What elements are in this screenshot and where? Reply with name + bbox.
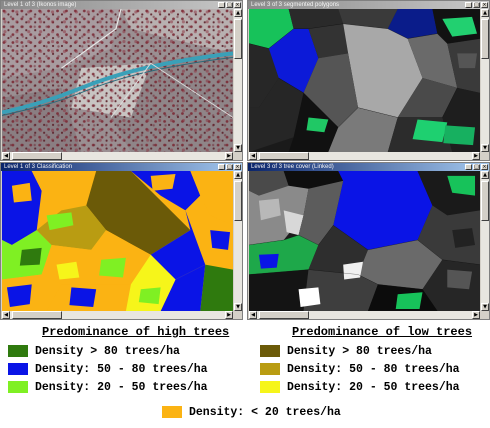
legend-swatch [162,406,182,418]
scroll-up-arrow[interactable]: ▲ [481,9,489,17]
segmentation-map-view[interactable] [249,9,480,152]
legend-label: Density > 80 trees/ha [287,344,432,358]
legend-item-high-50-80: Density: 50 - 80 trees/ha [8,362,208,376]
horizontal-scrollbar[interactable]: ◀ ▶ [2,311,233,319]
tree-cover-map-view[interactable] [249,171,480,311]
title-bar[interactable]: Level 3 of 3 segmented polygons _ □ × [248,1,489,9]
scroll-thumb[interactable] [481,19,489,59]
legend-label: Density: 50 - 80 trees/ha [35,362,208,376]
scroll-left-arrow[interactable]: ◀ [249,152,257,160]
window-satellite-image: Level 1 of 3 (Ikonos image) _ □ × [0,0,243,161]
window-tree-cover: Level 3 of 3 tree cover (Linked) _ □ × [247,162,490,320]
satellite-image-view[interactable] [2,9,233,152]
vertical-scrollbar[interactable]: ▲ ▼ [481,171,489,311]
scroll-left-arrow[interactable]: ◀ [2,152,10,160]
minimize-button[interactable]: _ [218,2,225,8]
window-title: Level 1 of 3 (Ikonos image) [4,2,77,8]
close-button[interactable]: × [234,164,241,170]
window-classification: Level 1 of 3 Classification _ □ × [0,162,243,320]
maximize-button[interactable]: □ [226,2,233,8]
legend-swatch [8,381,28,393]
scroll-thumb[interactable] [259,311,309,319]
scroll-thumb[interactable] [234,19,242,59]
scroll-left-arrow[interactable]: ◀ [2,311,10,319]
vertical-scrollbar[interactable]: ▲ ▼ [481,9,489,152]
maximize-button[interactable]: □ [473,2,480,8]
scroll-right-arrow[interactable]: ▶ [472,311,480,319]
legend-swatch [8,363,28,375]
close-button[interactable]: × [481,2,488,8]
close-button[interactable]: × [481,164,488,170]
scroll-up-arrow[interactable]: ▲ [481,171,489,179]
window-title: Level 1 of 3 Classification [4,164,73,170]
horizontal-scrollbar[interactable]: ◀ ▶ [249,311,480,319]
legend-label: Density: 50 - 80 trees/ha [287,362,460,376]
scroll-up-arrow[interactable]: ▲ [234,9,242,17]
maximize-button[interactable]: □ [473,164,480,170]
minimize-button[interactable]: _ [465,2,472,8]
title-bar[interactable]: Level 1 of 3 (Ikonos image) _ □ × [1,1,242,9]
minimize-button[interactable]: _ [218,164,225,170]
scroll-thumb[interactable] [234,181,242,221]
scroll-left-arrow[interactable]: ◀ [249,311,257,319]
minimize-button[interactable]: _ [465,164,472,170]
scroll-thumb[interactable] [12,152,62,160]
classification-map [2,171,233,311]
satellite-image [2,9,233,152]
scroll-down-arrow[interactable]: ▼ [234,303,242,311]
scroll-down-arrow[interactable]: ▼ [481,144,489,152]
legend-item-high-gt80: Density > 80 trees/ha [8,344,180,358]
scroll-right-arrow[interactable]: ▶ [472,152,480,160]
legend-title-low-trees: Predominance of low trees [292,325,473,339]
scroll-thumb[interactable] [259,152,309,160]
legend-label: Density > 80 trees/ha [35,344,180,358]
scroll-right-arrow[interactable]: ▶ [225,152,233,160]
legend-title-high-trees: Predominance of high trees [42,325,230,339]
window-title: Level 3 of 3 segmented polygons [251,2,340,8]
scroll-right-arrow[interactable]: ▶ [225,311,233,319]
scroll-down-arrow[interactable]: ▼ [481,303,489,311]
horizontal-scrollbar[interactable]: ◀ ▶ [249,152,480,160]
classification-map-view[interactable] [2,171,233,311]
legend-item-low-50-80: Density: 50 - 80 trees/ha [260,362,460,376]
legend-item-low-gt80: Density > 80 trees/ha [260,344,432,358]
scroll-thumb[interactable] [481,181,489,221]
maximize-button[interactable]: □ [226,164,233,170]
scroll-thumb[interactable] [12,311,62,319]
title-bar[interactable]: Level 3 of 3 tree cover (Linked) _ □ × [248,163,489,171]
legend-item-high-20-50: Density: 20 - 50 trees/ha [8,380,208,394]
segmentation-map [249,9,480,152]
legend-swatch [8,345,28,357]
window-title: Level 3 of 3 tree cover (Linked) [251,164,334,170]
legend-swatch [260,345,280,357]
horizontal-scrollbar[interactable]: ◀ ▶ [2,152,233,160]
legend-swatch [260,363,280,375]
title-bar[interactable]: Level 1 of 3 Classification _ □ × [1,163,242,171]
legend-swatch [260,381,280,393]
legend-item-low-20-50: Density: 20 - 50 trees/ha [260,380,460,394]
scroll-up-arrow[interactable]: ▲ [234,171,242,179]
legend-item-lt20: Density: < 20 trees/ha [162,405,341,419]
vertical-scrollbar[interactable]: ▲ ▼ [234,171,242,311]
vertical-scrollbar[interactable]: ▲ ▼ [234,9,242,152]
legend-label: Density: 20 - 50 trees/ha [35,380,208,394]
tree-cover-map [249,171,480,311]
window-segmented-polygons: Level 3 of 3 segmented polygons _ □ × [247,0,490,161]
legend-label: Density: 20 - 50 trees/ha [287,380,460,394]
legend-label: Density: < 20 trees/ha [189,405,341,419]
scroll-down-arrow[interactable]: ▼ [234,144,242,152]
close-button[interactable]: × [234,2,241,8]
